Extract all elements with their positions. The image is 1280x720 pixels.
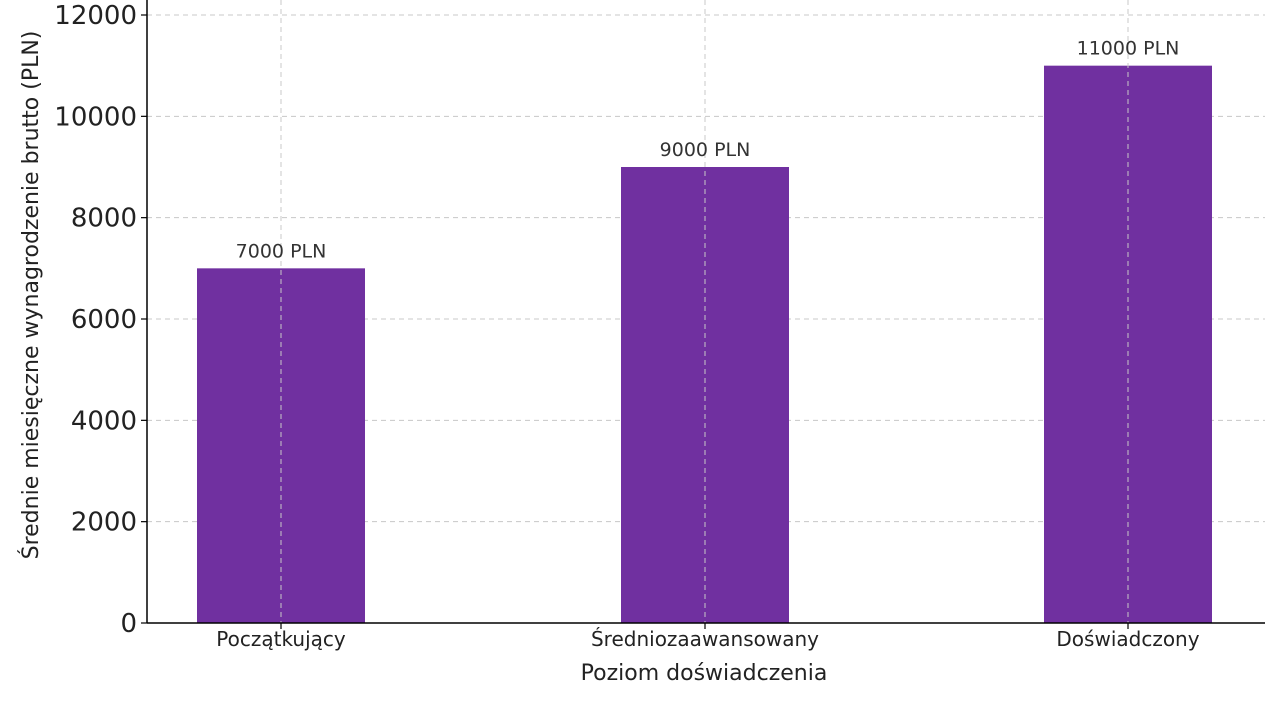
axes: 0 2000 4000 6000 8000 10000 12000 Początkujący Ś…: [54, 0, 1265, 651]
x-axis-title: Poziom doświadczenia: [581, 661, 828, 686]
data-labels: 7000 PLN 9000 PLN 11000 PLN: [236, 38, 1180, 263]
y-tick-label: 0: [120, 609, 137, 639]
y-axis-title: Średnie miesięczne wynagrodzenie brutto …: [18, 31, 44, 560]
data-label: 7000 PLN: [236, 240, 327, 262]
y-tick-label: 6000: [71, 305, 137, 335]
data-label: 11000 PLN: [1077, 38, 1180, 60]
x-tick-label: Średniozaawansowany: [591, 627, 819, 651]
y-tick-label: 10000: [54, 102, 137, 132]
y-tick-label: 12000: [54, 1, 137, 31]
y-tick-label: 2000: [71, 508, 137, 538]
y-tick-label: 8000: [71, 204, 137, 234]
data-label: 9000 PLN: [660, 139, 751, 161]
x-tick-label: Początkujący: [216, 627, 346, 651]
vertical-grid: [280, 0, 1129, 623]
x-tick-label: Doświadczony: [1056, 627, 1199, 651]
y-tick-label: 4000: [71, 406, 137, 436]
